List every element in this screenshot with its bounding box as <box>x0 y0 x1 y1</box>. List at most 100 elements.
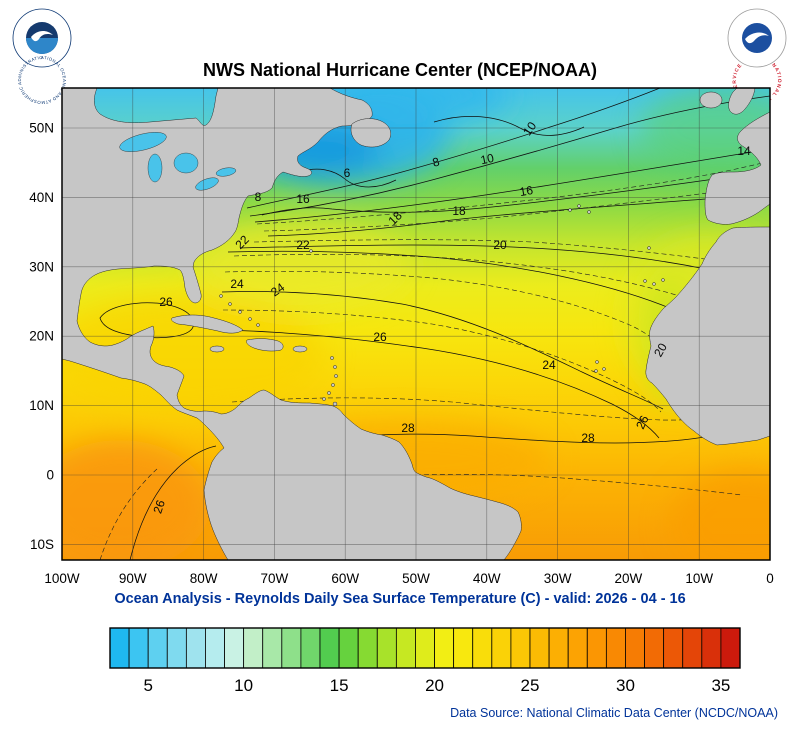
colorbar-cell <box>319 627 340 669</box>
contour-label: 18 <box>452 204 466 218</box>
nws-seagull-icon <box>745 32 769 44</box>
colorbar-cell <box>205 627 225 669</box>
contour-label: 28 <box>401 421 415 435</box>
colorbar-tick-label: 35 <box>711 676 730 695</box>
colorbar-tick-label: 10 <box>234 676 253 695</box>
colorbar-cell <box>185 627 206 669</box>
colorbar-cell <box>395 627 416 669</box>
longitude-axis: 100W 90W 80W 70W 60W 50W 40W 30W 20W 10W 0 <box>44 571 773 586</box>
colorbar-cell <box>491 627 512 669</box>
colorbar-cell <box>376 627 397 669</box>
contour-label: 6 <box>344 166 351 180</box>
lat-tick-label: 40N <box>29 190 54 205</box>
contour-label: 16 <box>296 192 310 206</box>
ireland <box>699 91 723 109</box>
great-lakes <box>119 132 237 191</box>
bermuda <box>309 249 313 253</box>
lon-tick-label: 70W <box>261 571 289 586</box>
map-caption: Ocean Analysis - Reynolds Daily Sea Surf… <box>114 591 685 607</box>
colorbar-cell <box>720 627 741 669</box>
jamaica <box>209 345 225 353</box>
lat-tick-label: 0 <box>46 468 54 483</box>
lon-tick-label: 0 <box>766 571 774 586</box>
colorbar-cell <box>472 627 493 669</box>
colorbar <box>109 627 741 669</box>
colorbar-cell <box>434 627 455 669</box>
bahamas <box>219 294 260 327</box>
contour-label: 22 <box>296 238 310 252</box>
contour-label: 20 <box>493 238 507 252</box>
colorbar-tick-label: 30 <box>616 676 635 695</box>
colorbar-tick-label: 20 <box>425 676 444 695</box>
colorbar-tick-label: 15 <box>330 676 349 695</box>
lat-tick-label: 10S <box>30 537 54 552</box>
puerto-rico <box>292 345 308 353</box>
colorbar-cell <box>300 627 321 669</box>
colorbar-cell <box>166 627 187 669</box>
lon-tick-label: 20W <box>615 571 643 586</box>
nws-logo-globe <box>742 23 772 53</box>
contour-label: 26 <box>150 498 168 515</box>
page-title: NWS National Hurricane Center (NCEP/NOAA… <box>203 60 597 80</box>
colorbar-cell <box>701 627 722 669</box>
colorbar-cell <box>243 627 264 669</box>
europe-iberia <box>704 111 770 225</box>
contour-label: 24 <box>230 277 244 291</box>
madeira <box>647 246 651 250</box>
noaa-seagull-icon <box>31 31 53 42</box>
colorbar-cell <box>548 627 569 669</box>
lat-tick-label: 10N <box>29 398 54 413</box>
colorbar-cell <box>357 627 378 669</box>
colorbar-cell <box>338 627 359 669</box>
colorbar-cell <box>586 627 607 669</box>
colorbar-cell <box>147 627 168 669</box>
colorbar-cell <box>529 627 550 669</box>
lon-tick-label: 60W <box>331 571 359 586</box>
noaa-logo-sea <box>26 38 58 54</box>
colorbar-cell <box>682 627 703 669</box>
lat-tick-label: 30N <box>29 259 54 274</box>
contour-label: 10 <box>479 151 495 168</box>
contour-label: 24 <box>542 358 556 372</box>
colorbar-cell <box>567 627 588 669</box>
colorbar-cell <box>109 627 130 669</box>
hispaniola <box>246 338 284 352</box>
map-canvas <box>62 88 770 560</box>
contour-label: 20 <box>651 340 670 359</box>
grid-lines <box>62 88 770 560</box>
colorbar-frame <box>109 627 741 669</box>
great-britain <box>728 88 756 115</box>
lon-tick-label: 50W <box>402 571 430 586</box>
contour-label: 14 <box>737 144 751 158</box>
colorbar-cell <box>281 627 302 669</box>
lat-tick-label: 20N <box>29 329 54 344</box>
colorbar-tick-labels: 5 10 15 20 25 30 35 <box>143 676 730 695</box>
lon-tick-label: 100W <box>44 571 80 586</box>
lat-tick-label: 50N <box>29 121 54 136</box>
newfoundland-island <box>350 118 391 148</box>
colorbar-tick-label: 5 <box>143 676 152 695</box>
azores <box>568 204 591 214</box>
lesser-antilles <box>322 356 338 407</box>
contour-label: 28 <box>581 431 595 445</box>
lon-tick-label: 40W <box>473 571 501 586</box>
contour-label: 16 <box>519 183 535 199</box>
cuba <box>171 314 244 334</box>
lon-tick-label: 90W <box>119 571 147 586</box>
colorbar-cell <box>262 627 283 669</box>
contour-label: 26 <box>633 413 651 431</box>
contour-label: 8 <box>431 154 441 169</box>
contour-label: 8 <box>255 190 262 204</box>
cape-verde-islands <box>594 360 606 373</box>
colorbar-cell <box>644 627 665 669</box>
lon-tick-label: 10W <box>685 571 713 586</box>
contour-label: 26 <box>159 295 173 309</box>
colorbar-cell <box>663 627 684 669</box>
americas-landmass <box>62 88 522 560</box>
lon-tick-label: 30W <box>544 571 572 586</box>
colorbar-cell <box>625 627 645 669</box>
colorbar-cell <box>605 627 626 669</box>
map-frame <box>61 87 771 561</box>
